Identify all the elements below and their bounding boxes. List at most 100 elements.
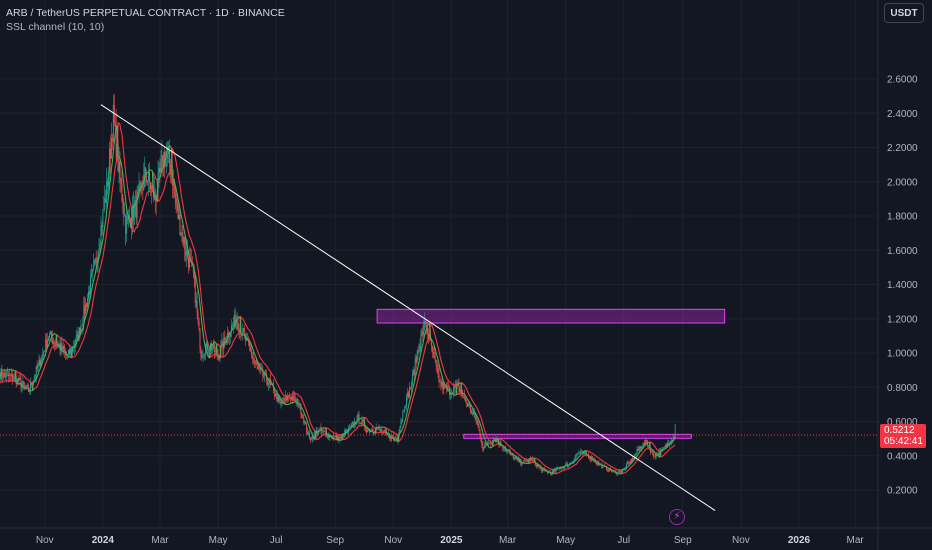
- resistance-zone[interactable]: [376, 308, 726, 324]
- candle-body: [451, 392, 453, 395]
- candle-body: [345, 430, 347, 433]
- candle-body: [86, 303, 88, 308]
- candle-body: [338, 437, 340, 442]
- time-tick-label: Nov: [384, 535, 402, 546]
- candle-body: [572, 461, 574, 463]
- candle-body: [459, 390, 461, 392]
- candle-body: [289, 396, 291, 400]
- candle-body: [130, 218, 131, 227]
- candle-body: [149, 171, 150, 183]
- candle-body: [626, 464, 628, 469]
- candle-body: [568, 465, 569, 467]
- candle-body: [57, 344, 59, 346]
- candle-body: [78, 327, 80, 341]
- indicator-legend[interactable]: SSL channel (10, 10): [6, 21, 105, 33]
- candle-body: [45, 339, 47, 351]
- candle-body: [278, 396, 280, 400]
- candle-body: [268, 383, 269, 385]
- candle-body: [367, 430, 369, 433]
- candle-body: [668, 442, 669, 444]
- candle-body: [115, 124, 117, 158]
- candle-body: [179, 214, 181, 235]
- candle-body: [509, 452, 511, 455]
- resistance-zones[interactable]: [376, 308, 726, 439]
- candle-body: [366, 429, 368, 433]
- candle-body: [362, 419, 364, 422]
- time-axis[interactable]: Nov 2024 Mar May Jul Sep Nov 2025 Mar May Jul Sep No…: [0, 527, 932, 546]
- candle-body: [347, 429, 349, 432]
- time-tick-label: Mar: [499, 535, 517, 546]
- candle-body: [408, 392, 409, 398]
- candle-body: [292, 395, 294, 401]
- time-tick-label: Nov: [36, 535, 54, 546]
- candle-body: [438, 373, 440, 383]
- candle-body: [161, 155, 163, 162]
- candle-body: [333, 436, 335, 437]
- candle-body: [10, 374, 11, 376]
- candle-body: [485, 442, 487, 446]
- candle-body: [355, 423, 357, 425]
- candle-body: [532, 460, 534, 462]
- candle-body: [332, 436, 334, 439]
- time-tick-label: Sep: [326, 535, 344, 546]
- candle-body: [383, 430, 385, 432]
- descending-trendline[interactable]: [100, 104, 716, 511]
- candle-body: [656, 453, 658, 455]
- candle-body: [520, 459, 522, 465]
- candle-body: [335, 435, 337, 440]
- candle-body: [504, 448, 506, 450]
- candle-body: [237, 323, 239, 331]
- candle-body: [611, 471, 613, 472]
- candle-body: [526, 459, 528, 461]
- candle-body: [658, 451, 660, 456]
- candle-body: [27, 385, 29, 386]
- resistance-zone[interactable]: [463, 433, 692, 439]
- candle-body: [566, 463, 568, 465]
- candle-body: [307, 431, 309, 435]
- trendline-drawing[interactable]: [100, 104, 716, 511]
- candle-body: [2, 376, 4, 378]
- currency-button[interactable]: USDT: [884, 3, 924, 23]
- candle-body: [79, 327, 81, 334]
- candle-body: [541, 468, 543, 472]
- candle-body: [87, 298, 89, 308]
- candle-body: [88, 291, 90, 299]
- candle-body: [189, 258, 190, 268]
- candle-body: [620, 471, 622, 473]
- price-axis[interactable]: 2.6000 2.4000 2.2000 2.0000 1.8000 1.6000 1.40…: [877, 0, 918, 550]
- candle-body: [287, 395, 289, 401]
- candle-body: [67, 354, 69, 356]
- candle-body: [421, 331, 423, 335]
- candle-body: [291, 396, 293, 401]
- symbol-title[interactable]: ARB / TetherUS PERPETUAL CONTRACT · 1D ·…: [6, 7, 285, 19]
- candle-body: [141, 184, 143, 189]
- candle-body: [500, 441, 502, 446]
- candle-body: [168, 150, 170, 155]
- ssl-up-line: [0, 125, 676, 475]
- candle-body: [110, 148, 111, 159]
- candle-body: [634, 455, 636, 456]
- candle-body: [502, 446, 504, 449]
- candle-body: [203, 355, 205, 356]
- candle-body: [352, 422, 354, 427]
- candle-body: [276, 393, 278, 402]
- candle-body: [493, 439, 495, 440]
- candle-body: [285, 395, 287, 400]
- candle-body: [595, 462, 597, 464]
- candle-body: [301, 414, 303, 417]
- candle-body: [133, 206, 135, 221]
- candle-body: [518, 458, 520, 463]
- candle-body: [449, 392, 451, 395]
- candle-body: [645, 439, 647, 445]
- candle-body: [17, 378, 19, 382]
- candle-body: [103, 209, 105, 211]
- candle-body: [393, 437, 395, 439]
- candle-body: [3, 372, 5, 378]
- candle-body: [405, 406, 407, 409]
- candle-body: [221, 341, 223, 346]
- candle-body: [418, 350, 420, 351]
- candle-body: [254, 360, 256, 363]
- lightning-bolt-icon[interactable]: ⚡: [669, 509, 685, 525]
